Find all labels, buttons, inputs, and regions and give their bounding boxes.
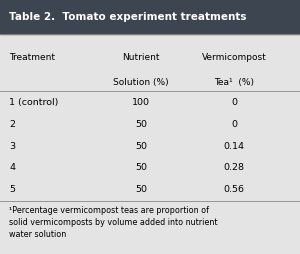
Text: 50: 50	[135, 120, 147, 129]
Text: 4: 4	[9, 163, 15, 172]
Text: 0.56: 0.56	[224, 185, 244, 194]
Text: Vermicompost: Vermicompost	[202, 53, 266, 62]
Text: ¹Percentage vermicompost teas are proportion of
solid vermicomposts by volume ad: ¹Percentage vermicompost teas are propor…	[9, 206, 217, 239]
Text: 0.14: 0.14	[224, 141, 244, 151]
Text: Table 2.  Tomato experiment treatments: Table 2. Tomato experiment treatments	[9, 12, 247, 22]
Text: Treatment: Treatment	[9, 53, 55, 62]
Text: Tea¹  (%): Tea¹ (%)	[214, 78, 254, 87]
Text: 2: 2	[9, 120, 15, 129]
Text: 50: 50	[135, 141, 147, 151]
Text: 50: 50	[135, 163, 147, 172]
Text: 3: 3	[9, 141, 15, 151]
Text: 100: 100	[132, 98, 150, 107]
Text: 5: 5	[9, 185, 15, 194]
Text: 1 (control): 1 (control)	[9, 98, 58, 107]
Text: 0: 0	[231, 98, 237, 107]
Text: Solution (%): Solution (%)	[113, 78, 169, 87]
Text: Nutrient: Nutrient	[122, 53, 160, 62]
Text: 50: 50	[135, 185, 147, 194]
Bar	[0, 0, 300, 34]
Text: 0: 0	[231, 120, 237, 129]
Text: 0.28: 0.28	[224, 163, 244, 172]
